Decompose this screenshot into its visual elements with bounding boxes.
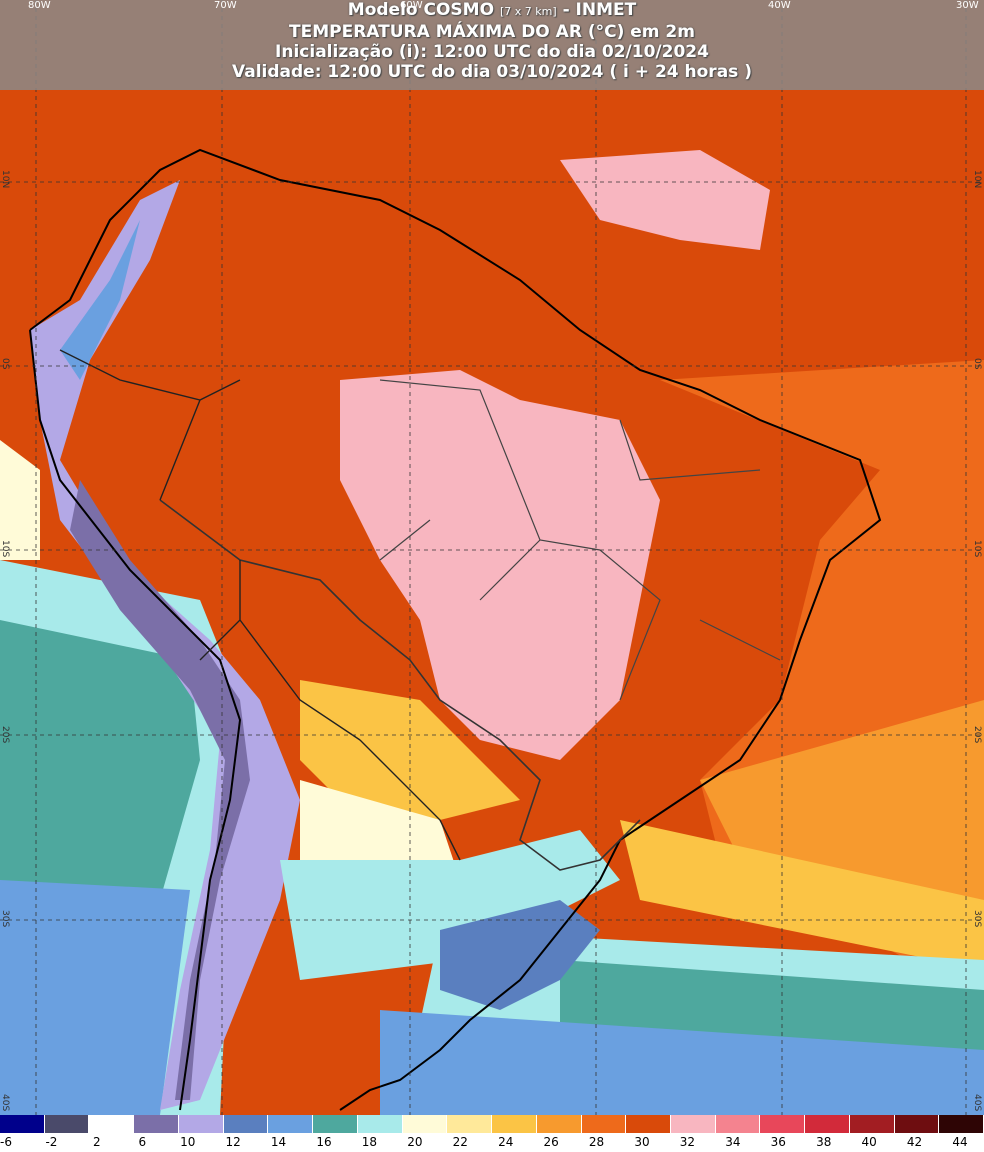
lat-label: 10N <box>0 170 10 189</box>
legend-swatch <box>0 1115 45 1133</box>
legend-swatch <box>536 1115 582 1133</box>
legend-swatch <box>357 1115 403 1133</box>
model-name: Modelo COSMO <box>347 0 495 20</box>
legend-swatch <box>134 1115 179 1133</box>
legend-tick-label: 28 <box>588 1135 605 1149</box>
legend-swatch <box>939 1115 984 1133</box>
lat-label: 10S <box>0 540 10 558</box>
legend-swatch <box>581 1115 627 1133</box>
model-title-line: Modelo COSMO [7 x 7 km] - INMET <box>0 0 984 22</box>
lat-label: 20S <box>0 726 10 744</box>
lon-label: 70W <box>214 0 237 11</box>
legend-swatch <box>492 1115 537 1133</box>
legend-swatch <box>313 1115 358 1133</box>
legend-tick-label: -2 <box>45 1135 58 1149</box>
chile-coastline <box>29 329 242 1111</box>
pacific-yellow-north <box>0 440 40 560</box>
legend-tick-label: 30 <box>634 1135 650 1149</box>
legend-tick-label: 36 <box>770 1135 786 1149</box>
legend-tick-label: 34 <box>725 1135 741 1149</box>
legend-swatch <box>894 1115 940 1133</box>
legend-swatch <box>626 1115 672 1133</box>
legend-tick-label: 32 <box>679 1135 696 1149</box>
grid-lines <box>0 0 984 1115</box>
legend-tick-label: 24 <box>498 1135 514 1149</box>
legend-tick-label: 16 <box>316 1135 332 1149</box>
legend-swatch <box>268 1115 314 1133</box>
legend-colorbar <box>0 1115 984 1133</box>
legend-swatch <box>760 1115 806 1133</box>
legend-tick-label: 22 <box>452 1135 468 1149</box>
legend-tick-label: 40 <box>861 1135 877 1149</box>
southern-cone-blue <box>440 900 600 1010</box>
legend-swatch <box>178 1115 224 1133</box>
lat-label: 30S <box>0 910 10 928</box>
legend-tick-label: 38 <box>816 1135 832 1149</box>
legend-swatch <box>447 1115 493 1133</box>
legend-tick-label: 20 <box>407 1135 423 1149</box>
model-source: - INMET <box>562 0 637 20</box>
legend-tick-label: 2 <box>93 1135 101 1149</box>
lon-label: 80W <box>28 0 51 11</box>
lat-label: 10N <box>972 170 982 189</box>
map-header: Modelo COSMO [7 x 7 km] - INMET TEMPERAT… <box>0 0 984 92</box>
variable-title: TEMPERATURA MÁXIMA DO AR (°C) em 2m <box>289 22 695 42</box>
legend-swatch <box>89 1115 135 1133</box>
south-america-coastline <box>29 148 882 1111</box>
lat-label: 0S <box>972 358 982 370</box>
lat-label: 0S <box>0 358 10 370</box>
temperature-map <box>0 0 984 1115</box>
legend-tick-label: 14 <box>270 1135 287 1149</box>
lat-label: 40S <box>0 1094 10 1112</box>
header-band <box>0 0 984 90</box>
lat-label: 10S <box>972 540 982 558</box>
legend-tick-label: 18 <box>361 1135 378 1149</box>
model-resolution: [7 x 7 km] <box>499 5 557 18</box>
legend-swatch <box>44 1115 90 1133</box>
color-legend: -6 -2 2 6 10 12 14 16 18 20 22 24 26 28 30 32 34 36 38 40 42… <box>0 1115 984 1152</box>
south-atlantic-blue <box>380 1010 984 1115</box>
andes-peaks <box>70 480 250 1100</box>
andes-north-cool <box>60 220 140 380</box>
legend-tick-label: 12 <box>225 1135 241 1149</box>
southern-cone-cyan <box>280 830 620 980</box>
legend-tick-label: 42 <box>906 1135 923 1149</box>
lat-label: 20S <box>972 726 982 744</box>
legend-tick-label: 6 <box>138 1135 147 1149</box>
atlantic-pink-patch <box>560 150 770 250</box>
legend-tick-label: 44 <box>952 1135 968 1149</box>
lon-label: 30W <box>956 0 979 11</box>
lon-label: 40W <box>768 0 791 11</box>
atlantic-yellow-band <box>620 820 984 970</box>
country-borders <box>59 349 461 861</box>
legend-tick-label: 26 <box>543 1135 559 1149</box>
initialization-time: Inicialização (i): 12:00 UTC do dia 02/1… <box>275 42 709 62</box>
state-borders <box>379 379 781 701</box>
legend-swatch <box>805 1115 850 1133</box>
pacific-blue-zone <box>0 880 190 1115</box>
legend-swatch <box>715 1115 761 1133</box>
legend-swatch <box>849 1115 895 1133</box>
legend-swatch <box>223 1115 269 1133</box>
legend-swatch <box>671 1115 716 1133</box>
lat-label: 40S <box>972 1094 982 1112</box>
lon-label: 60W <box>400 0 423 11</box>
lat-label: 30S <box>972 910 982 928</box>
legend-tick-label: -6 <box>0 1135 12 1149</box>
central-brazil-hot <box>340 370 660 760</box>
southern-brazil-yellow <box>300 680 520 820</box>
legend-swatch <box>402 1115 448 1133</box>
validity-time: Validade: 12:00 UTC do dia 03/10/2024 ( … <box>232 62 752 82</box>
legend-tick-label: 10 <box>180 1135 196 1149</box>
pacific-teal-zone <box>0 620 200 900</box>
brazil-border <box>159 499 641 871</box>
